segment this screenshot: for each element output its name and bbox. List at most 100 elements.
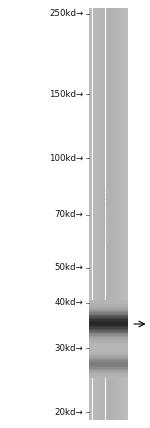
Bar [89, 312, 128, 314]
Bar [98, 8, 99, 420]
Bar [97, 8, 98, 420]
Text: 100kd→: 100kd→ [49, 154, 83, 163]
Bar [89, 345, 128, 347]
Bar [115, 8, 116, 420]
Bar [95, 8, 96, 420]
Bar [89, 341, 128, 342]
Bar [89, 304, 128, 306]
Bar [89, 319, 128, 321]
Bar [89, 330, 128, 332]
Bar [89, 352, 128, 354]
Text: 30kd→: 30kd→ [54, 344, 83, 353]
Bar [90, 8, 91, 420]
Bar [101, 8, 102, 420]
Text: 20kd→: 20kd→ [54, 408, 83, 417]
Bar [89, 367, 128, 369]
Text: 150kd→: 150kd→ [49, 90, 83, 99]
Bar [121, 8, 122, 420]
Bar [94, 8, 95, 420]
Bar [89, 355, 128, 357]
Bar [89, 333, 128, 334]
Bar [89, 301, 128, 303]
Bar [89, 337, 128, 339]
Bar [89, 363, 128, 365]
Bar [124, 8, 125, 420]
Bar [127, 8, 128, 420]
Bar [110, 8, 111, 420]
Bar [96, 8, 97, 420]
Bar [89, 350, 128, 351]
Bar [89, 309, 128, 311]
Bar [89, 8, 90, 420]
Bar [119, 8, 120, 420]
Bar [89, 376, 128, 377]
Bar [103, 8, 104, 420]
Bar [111, 8, 112, 420]
Bar [89, 362, 128, 363]
Bar [89, 348, 128, 350]
Bar [89, 318, 128, 319]
Bar [122, 8, 123, 420]
Bar [112, 8, 113, 420]
Bar [89, 342, 128, 344]
Bar [102, 8, 103, 420]
Bar [89, 321, 128, 322]
Bar [117, 8, 118, 420]
Bar [92, 8, 93, 420]
Bar [89, 307, 128, 308]
Bar [89, 370, 128, 372]
Bar [89, 306, 128, 307]
Bar [89, 344, 128, 345]
Bar [89, 311, 128, 312]
Bar [89, 316, 128, 318]
Bar [89, 369, 128, 370]
Bar [89, 314, 128, 315]
Bar [108, 8, 109, 420]
Bar [89, 372, 128, 373]
Bar [89, 315, 128, 316]
Bar [89, 329, 128, 330]
Bar [89, 300, 128, 301]
Bar [89, 354, 128, 355]
Bar [99, 8, 100, 420]
Bar [89, 377, 128, 378]
Bar [89, 366, 128, 367]
Bar [120, 8, 121, 420]
Bar [116, 8, 117, 420]
Bar [118, 8, 119, 420]
Bar [109, 8, 110, 420]
Bar [91, 8, 92, 420]
Bar [89, 365, 128, 366]
Bar [89, 325, 128, 326]
Bar [89, 308, 128, 309]
Bar [89, 357, 128, 358]
Bar [89, 374, 128, 376]
Bar [89, 303, 128, 304]
Bar [126, 8, 127, 420]
Bar [113, 8, 114, 420]
Bar [93, 8, 94, 420]
Text: WWW.PTGAEC.COM: WWW.PTGAEC.COM [106, 185, 111, 243]
Text: 40kd→: 40kd→ [54, 298, 83, 307]
Text: 70kd→: 70kd→ [54, 210, 83, 219]
Bar [89, 332, 128, 333]
Bar [123, 8, 124, 420]
Bar [89, 326, 128, 327]
Bar [89, 351, 128, 352]
Bar [106, 8, 107, 420]
Bar [89, 360, 128, 362]
Bar [89, 347, 128, 348]
Text: 50kd→: 50kd→ [54, 263, 83, 272]
Bar [89, 340, 128, 341]
Bar [89, 373, 128, 374]
Text: 250kd→: 250kd→ [49, 9, 83, 18]
Bar [114, 8, 115, 420]
Bar [89, 359, 128, 360]
Bar [105, 8, 106, 420]
Bar [107, 8, 108, 420]
Bar [100, 8, 101, 420]
Bar [89, 327, 128, 329]
Bar [89, 334, 128, 336]
Bar [89, 323, 128, 325]
Bar [89, 336, 128, 337]
